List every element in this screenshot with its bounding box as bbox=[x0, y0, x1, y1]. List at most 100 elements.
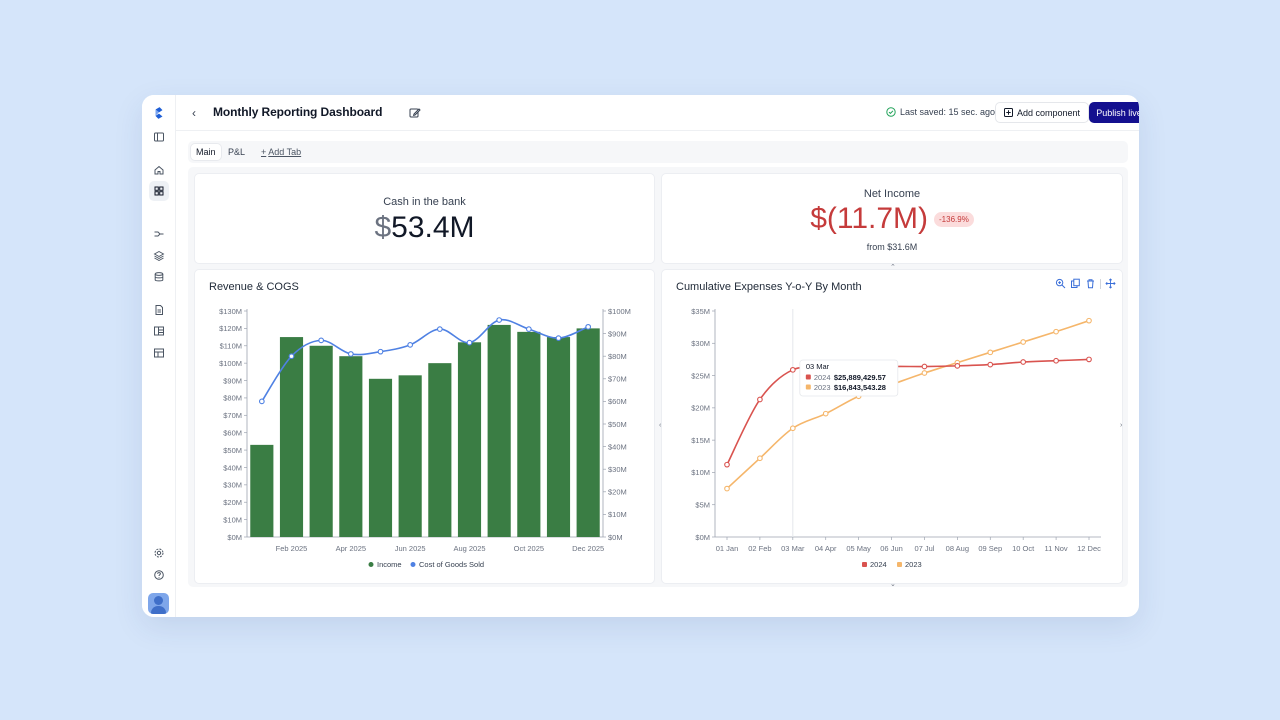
table-icon[interactable] bbox=[149, 343, 169, 363]
income-bar bbox=[279, 337, 304, 537]
page-title: Monthly Reporting Dashboard bbox=[213, 105, 383, 119]
x-tick-label: Apr 2025 bbox=[336, 544, 366, 553]
income-bar bbox=[339, 356, 363, 537]
y-tick-label: $20M bbox=[691, 404, 710, 413]
x-tick-label: 07 Jul bbox=[914, 544, 934, 553]
tab-pl[interactable]: P&L bbox=[228, 147, 246, 157]
user-avatar[interactable] bbox=[148, 593, 169, 614]
y-tick-label: $10M bbox=[223, 515, 242, 524]
tooltip-value: $25,889,429.57 bbox=[834, 373, 886, 382]
legend-label-2023: 2023 bbox=[905, 560, 922, 569]
cash-amount: 53.4M bbox=[391, 211, 475, 244]
x-tick-label: 10 Oct bbox=[1012, 544, 1035, 553]
tab-main[interactable]: Main bbox=[191, 144, 221, 160]
revenue-cogs-chart: $0M $10M $20M $30M $40M $50M $60M $70M $80M $90M $… bbox=[219, 307, 631, 569]
y-tick-label-right: $70M bbox=[608, 375, 627, 384]
y-tick-label-right: $50M bbox=[608, 420, 627, 429]
cumulative-expenses-card[interactable]: Cumulative Expenses Y-o-Y By Month $0M $5… bbox=[659, 264, 1123, 588]
publish-button[interactable]: Publish live bbox=[1089, 102, 1139, 123]
chevron-left-icon[interactable]: ‹ bbox=[192, 106, 196, 120]
cumulative-expenses-chart: $0M $5M $10M $15M $20M $25M $30M $35M 01 Jan 02 F… bbox=[691, 307, 1101, 569]
resize-handle-bottom[interactable]: ⌄ bbox=[890, 581, 896, 588]
sidebar bbox=[142, 95, 176, 617]
pencil-icon[interactable] bbox=[408, 106, 422, 120]
y-tick-label: $0M bbox=[227, 533, 242, 542]
x-tick-label: 04 Apr bbox=[815, 544, 837, 553]
cogs-point bbox=[318, 337, 325, 344]
y-tick-label-right: $90M bbox=[608, 329, 627, 338]
resize-handle-top[interactable]: ⌃ bbox=[890, 264, 896, 271]
revenue-cogs-card[interactable]: Revenue & COGS $0M $10M $20M $30M $40M $50M $6… bbox=[194, 269, 655, 584]
database-icon[interactable] bbox=[149, 267, 169, 287]
app-logo-icon[interactable] bbox=[149, 103, 169, 123]
legend-swatch-cogs bbox=[410, 562, 416, 567]
cogs-point bbox=[555, 335, 562, 341]
x-tick-label: Jun 2025 bbox=[395, 544, 426, 553]
cash-value: $53.4M bbox=[195, 211, 654, 245]
layers-icon[interactable] bbox=[149, 246, 169, 266]
income-bar bbox=[487, 324, 511, 537]
y-tick-label: $20M bbox=[223, 498, 242, 507]
copy-icon[interactable] bbox=[1070, 278, 1081, 289]
x-tick-label: 05 May bbox=[846, 544, 871, 553]
y-tick-label-right: $60M bbox=[608, 397, 627, 406]
settings-icon[interactable] bbox=[149, 543, 169, 563]
pipeline-icon[interactable] bbox=[149, 224, 169, 244]
cogs-point bbox=[496, 317, 503, 323]
series-point-2024 bbox=[789, 366, 796, 373]
income-bar bbox=[457, 342, 482, 537]
income-bar bbox=[398, 375, 422, 537]
document-icon[interactable] bbox=[149, 300, 169, 320]
move-icon[interactable] bbox=[1105, 278, 1116, 289]
chart-toolbar bbox=[1055, 278, 1116, 289]
zoom-icon[interactable] bbox=[1055, 278, 1066, 289]
y-tick-label-right: $30M bbox=[608, 465, 627, 474]
income-bar bbox=[428, 363, 452, 537]
x-tick-label: 08 Aug bbox=[946, 544, 969, 553]
tooltip-swatch bbox=[805, 374, 811, 380]
net-income-kpi-card[interactable]: Net Income $(11.7M) -136.9% from $31.6M bbox=[661, 173, 1123, 264]
y-tick-label: $50M bbox=[223, 446, 242, 455]
cogs-point bbox=[377, 348, 384, 355]
trash-icon[interactable] bbox=[1085, 278, 1096, 289]
series-point-2023 bbox=[757, 455, 763, 462]
net-income-value: $(11.7M) bbox=[810, 202, 929, 235]
y-tick-label: $5M bbox=[695, 501, 710, 510]
series-point-2024 bbox=[987, 361, 994, 368]
legend-swatch-2024 bbox=[862, 562, 867, 567]
x-tick-label: 09 Sep bbox=[978, 544, 1002, 553]
income-bar bbox=[368, 378, 393, 537]
series-point-2024 bbox=[1020, 359, 1027, 365]
tooltip-swatch bbox=[805, 384, 811, 390]
cash-currency: $ bbox=[374, 211, 392, 244]
y-tick-label: $70M bbox=[223, 411, 242, 420]
add-component-button[interactable]: Add component bbox=[995, 102, 1090, 123]
add-component-label: Add component bbox=[1017, 107, 1081, 118]
cash-kpi-card[interactable]: Cash in the bank $53.4M bbox=[194, 173, 655, 264]
dashboard-icon[interactable] bbox=[149, 181, 169, 201]
add-tab-button[interactable]: + Add Tab bbox=[256, 144, 306, 160]
series-point-2024 bbox=[1086, 356, 1092, 363]
series-point-2024 bbox=[1053, 357, 1059, 364]
cogs-point bbox=[407, 342, 414, 348]
cogs-point bbox=[347, 351, 354, 357]
help-icon[interactable] bbox=[149, 565, 169, 585]
app-window: ‹ Monthly Reporting Dashboard Last saved… bbox=[142, 95, 1139, 617]
spreadsheet-icon[interactable] bbox=[149, 321, 169, 341]
series-line-2023 bbox=[726, 319, 1090, 490]
income-bar bbox=[250, 444, 274, 537]
y-tick-label-right: $40M bbox=[608, 442, 627, 451]
resize-handle-right[interactable]: › bbox=[1120, 422, 1123, 429]
y-tick-label: $15M bbox=[691, 436, 710, 445]
series-point-2024 bbox=[724, 461, 730, 468]
check-circle-icon bbox=[886, 107, 896, 117]
tooltip-series: 2024 bbox=[814, 373, 831, 382]
chart-title: Cumulative Expenses Y-o-Y By Month bbox=[676, 281, 862, 293]
panel-toggle-icon[interactable] bbox=[149, 127, 169, 147]
cogs-point bbox=[258, 398, 265, 405]
y-tick-label: $25M bbox=[691, 371, 710, 380]
top-bar: ‹ Monthly Reporting Dashboard Last saved… bbox=[176, 95, 1139, 131]
resize-handle-left[interactable]: ‹ bbox=[659, 422, 662, 429]
y-tick-label: $40M bbox=[223, 463, 242, 472]
home-icon[interactable] bbox=[149, 160, 169, 180]
